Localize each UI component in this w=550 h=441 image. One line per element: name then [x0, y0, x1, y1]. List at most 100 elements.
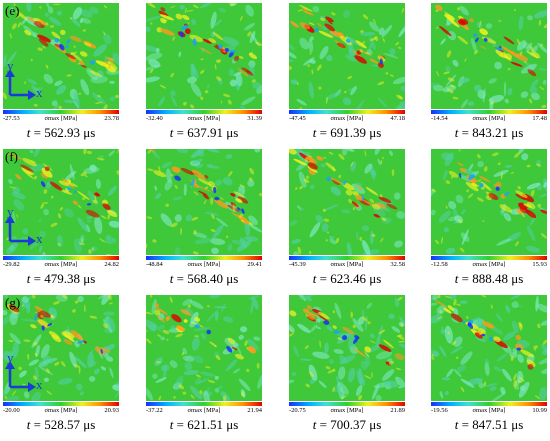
texture-patch [527, 15, 533, 21]
colorbar-max: 32.58 [390, 261, 405, 268]
high-stress-spot [78, 60, 85, 66]
stress-speckle [78, 366, 81, 374]
texture-patch [398, 343, 405, 349]
texture-patch [445, 247, 456, 255]
high-stress-spot [30, 160, 36, 164]
texture-patch [383, 380, 399, 388]
texture-patch [516, 305, 522, 308]
stress-speckle [172, 36, 176, 41]
texture-patch [42, 355, 54, 364]
texture-patch [27, 78, 38, 85]
colorbar-min: -45.39 [289, 261, 306, 268]
low-stress-spot [226, 345, 233, 353]
stress-speckle [97, 94, 101, 98]
colorbar-label: σmax [MPa] [330, 261, 364, 268]
high-stress-spot [479, 175, 490, 183]
texture-patch [507, 87, 513, 96]
colorbar-label: σmax [MPa] [44, 407, 78, 414]
texture-patch [400, 85, 405, 91]
texture-patch [432, 350, 439, 357]
stress-speckle [396, 334, 403, 338]
texture-patch [476, 316, 487, 333]
texture-patch [541, 368, 547, 374]
high-stress-spot [289, 310, 297, 317]
high-stress-spot [318, 311, 330, 320]
stress-speckle [327, 369, 335, 374]
stress-field-map [3, 3, 119, 109]
stress-map [431, 295, 547, 401]
texture-patch [43, 208, 50, 216]
texture-patch [493, 169, 509, 177]
texture-patch [347, 367, 356, 383]
stress-speckle [331, 12, 336, 16]
stress-speckle [192, 251, 199, 255]
low-stress-spot [179, 31, 184, 38]
stress-speckle [61, 295, 67, 299]
high-stress-spot [307, 313, 316, 320]
texture-patch [312, 5, 320, 13]
colorbar-max: 29.41 [247, 261, 262, 268]
texture-patch [389, 48, 396, 56]
stress-speckle [60, 360, 66, 367]
stress-speckle [539, 86, 545, 91]
high-stress-spot [79, 51, 88, 57]
stress-speckle [195, 374, 201, 378]
low-stress-spot [353, 337, 359, 344]
texture-patch [13, 199, 25, 211]
high-stress-spot [355, 194, 364, 201]
time-value: 888.48 μs [472, 271, 524, 286]
low-stress-spot [468, 174, 475, 181]
low-stress-spot [459, 173, 462, 178]
stress-speckle [306, 175, 309, 179]
stress-panel: -45.39 σmax [MPa] 32.58 t = 623.46 μs [289, 149, 405, 287]
time-equals: = [30, 271, 45, 286]
low-stress-spot [89, 60, 96, 65]
stress-speckle [323, 218, 330, 222]
stress-speckle [534, 345, 538, 349]
stress-speckle [194, 335, 200, 338]
stress-speckle [435, 9, 439, 13]
stress-speckle [33, 341, 38, 346]
high-stress-spot [325, 16, 334, 23]
texture-patch [519, 385, 526, 391]
high-stress-spot [67, 182, 78, 187]
stress-speckle [436, 70, 440, 77]
low-stress-spot [481, 333, 486, 337]
stress-speckle [542, 339, 547, 345]
texture-patch [456, 365, 466, 373]
texture-patch [146, 44, 159, 52]
low-stress-spot [100, 348, 104, 354]
high-stress-spot [183, 319, 188, 323]
texture-patch [235, 72, 243, 87]
stress-speckle [105, 253, 112, 255]
stress-speckle [517, 185, 521, 190]
stress-speckle [92, 199, 99, 204]
texture-patch [87, 352, 94, 368]
stress-speckle [322, 208, 326, 213]
texture-patch [214, 19, 222, 27]
texture-patch [364, 315, 368, 331]
stress-speckle [299, 185, 304, 190]
texture-patch [204, 211, 219, 216]
texture-patch [503, 212, 512, 222]
high-stress-spot [501, 45, 514, 55]
stress-speckle [338, 153, 345, 160]
axis-y-label: y [7, 204, 14, 219]
stress-speckle [190, 394, 195, 399]
texture-patch [185, 307, 194, 317]
stress-speckle [204, 366, 211, 369]
stress-speckle [398, 46, 402, 50]
high-stress-spot [386, 203, 398, 210]
stress-speckle [364, 351, 370, 358]
stress-panel: -19.56 σmax [MPa] 10.99 t = 847.51 μs [431, 295, 547, 433]
stress-speckle [50, 222, 58, 227]
stress-speckle [490, 304, 493, 309]
texture-patch [38, 218, 42, 223]
stress-map [431, 149, 547, 255]
texture-patch [39, 245, 43, 253]
low-stress-spot [462, 320, 466, 324]
stress-speckle [73, 45, 76, 48]
stress-speckle [103, 104, 108, 109]
colorbar-label: σmax [MPa] [187, 115, 221, 122]
texture-patch [150, 323, 157, 329]
